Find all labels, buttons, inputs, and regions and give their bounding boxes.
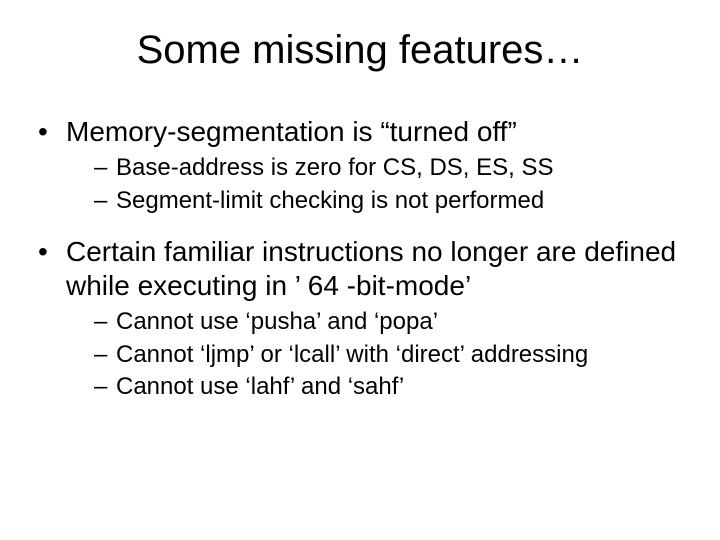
sub-bullet-item: Cannot use ‘lahf’ and ‘sahf’	[94, 372, 684, 403]
bullet-text: Certain familiar instructions no longer …	[66, 236, 676, 301]
sub-bullet-item: Base-address is zero for CS, DS, ES, SS	[94, 153, 684, 184]
sub-bullet-text: Base-address is zero for CS, DS, ES, SS	[116, 154, 554, 181]
bullet-text: Memory-segmentation is “turned off”	[66, 116, 517, 147]
slide: Some missing features… Memory-segmentati…	[0, 0, 720, 540]
bullet-item: Certain familiar instructions no longer …	[36, 235, 684, 403]
sub-bullet-text: Cannot use ‘lahf’ and ‘sahf’	[116, 373, 404, 400]
sub-bullet-item: Cannot use ‘pusha’ and ‘popa’	[94, 307, 684, 338]
sub-bullet-text: Cannot use ‘pusha’ and ‘popa’	[116, 308, 438, 335]
sub-bullet-list: Cannot use ‘pusha’ and ‘popa’ Cannot ‘lj…	[66, 307, 684, 403]
sub-bullet-text: Segment-limit checking is not performed	[116, 187, 544, 214]
bullet-list: Memory-segmentation is “turned off” Base…	[36, 115, 684, 403]
bullet-item: Memory-segmentation is “turned off” Base…	[36, 115, 684, 217]
slide-title: Some missing features…	[36, 28, 684, 73]
sub-bullet-text: Cannot ‘ljmp’ or ‘lcall’ with ‘direct’ a…	[116, 341, 588, 368]
sub-bullet-list: Base-address is zero for CS, DS, ES, SS …	[66, 153, 684, 216]
sub-bullet-item: Segment-limit checking is not performed	[94, 186, 684, 217]
sub-bullet-item: Cannot ‘ljmp’ or ‘lcall’ with ‘direct’ a…	[94, 340, 684, 371]
